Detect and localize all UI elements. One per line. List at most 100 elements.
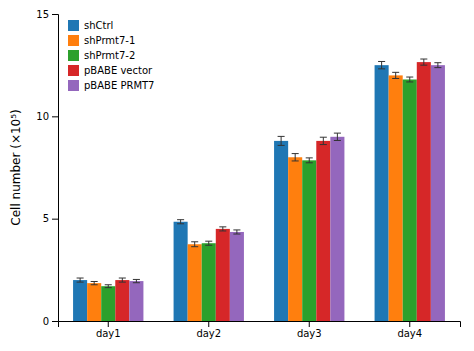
y-tick-label: 10 <box>36 111 49 122</box>
error-bar-cap <box>392 78 399 79</box>
bar <box>389 75 403 321</box>
bar <box>230 232 244 321</box>
error-bar-cap <box>292 160 299 161</box>
error-bar <box>306 158 313 163</box>
x-tick-label: day4 <box>397 328 422 339</box>
y-tick-mark <box>52 14 58 15</box>
error-bar-cap <box>406 81 413 82</box>
series <box>87 72 403 321</box>
bar <box>216 229 230 321</box>
x-tick-label: day2 <box>196 328 221 339</box>
error-bar-cap <box>334 140 341 141</box>
series <box>129 63 445 321</box>
y-axis: 0 5 10 15 <box>36 9 58 327</box>
error-bar-cap <box>278 145 285 146</box>
legend-label: pBABE PRMT7 <box>84 80 154 91</box>
x-axis: day1 day2 day3 day4 <box>59 321 461 339</box>
error-bar <box>119 278 126 282</box>
error-bar-stem <box>381 61 382 68</box>
y-tick-mark <box>52 219 58 220</box>
error-bar-cap <box>392 72 399 73</box>
error-bar <box>219 227 226 231</box>
error-bar-stem <box>409 77 410 82</box>
y-tick-mark <box>52 321 58 322</box>
error-bar-cap <box>420 59 427 60</box>
x-tick: day4 <box>397 321 422 339</box>
x-tick: day1 <box>96 321 121 339</box>
error-bar <box>105 285 112 288</box>
y-tick: 15 <box>36 9 58 20</box>
error-bar <box>434 63 441 68</box>
series <box>73 61 389 321</box>
bar <box>274 141 288 321</box>
legend-item: pBABE PRMT7 <box>68 80 154 92</box>
error-bar-stem <box>194 242 195 247</box>
legend: shCtrlshPrmt7-1shPrmt7-2pBABE vectorpBAB… <box>68 20 154 92</box>
error-bar-cap <box>133 279 140 280</box>
error-bar-cap <box>278 136 285 137</box>
x-tick-mark <box>409 321 410 327</box>
error-bar-cap <box>406 77 413 78</box>
error-bar-stem <box>309 158 310 163</box>
error-bar <box>133 279 140 282</box>
x-tick-mark <box>108 321 109 327</box>
x-tick-mark <box>208 321 209 327</box>
error-bar-cap <box>191 241 198 242</box>
error-bar-cap <box>177 219 184 220</box>
error-bar-stem <box>423 59 424 65</box>
bar <box>188 244 202 321</box>
error-bar-stem <box>80 278 81 282</box>
error-bar-stem <box>437 63 438 68</box>
x-tick: day3 <box>297 321 322 339</box>
bar <box>330 137 344 321</box>
error-bar-cap <box>233 234 240 235</box>
y-tick: 0 <box>43 316 58 327</box>
error-bar-cap <box>105 284 112 285</box>
error-bar-stem <box>180 220 181 224</box>
y-tick-label: 5 <box>43 213 49 224</box>
error-bar-cap <box>306 162 313 163</box>
error-bar <box>278 136 285 145</box>
legend-item: pBABE vector <box>68 65 153 77</box>
error-bar-cap <box>420 65 427 66</box>
error-bar <box>406 77 413 82</box>
error-bar <box>191 242 198 247</box>
legend-item: shCtrl <box>68 20 113 32</box>
error-bar-cap <box>306 157 313 158</box>
error-bar-cap <box>77 278 84 279</box>
bar <box>129 281 143 321</box>
bar <box>87 283 101 321</box>
error-bar-stem <box>281 136 282 145</box>
bar <box>316 141 330 321</box>
legend-swatch <box>68 20 79 31</box>
error-bar-cap <box>292 153 299 154</box>
error-bar <box>334 133 341 140</box>
error-bar-cap <box>320 137 327 138</box>
series <box>101 77 417 321</box>
bar <box>174 222 188 321</box>
legend-label: pBABE vector <box>84 65 153 76</box>
error-bar <box>177 220 184 224</box>
legend-swatch <box>68 35 79 46</box>
error-bar-stem <box>122 278 123 282</box>
bar <box>101 286 115 321</box>
error-bar-cap <box>233 229 240 230</box>
x-tick-label: day3 <box>297 328 322 339</box>
error-bar-cap <box>205 245 212 246</box>
error-bar-cap <box>219 230 226 231</box>
y-tick: 5 <box>43 213 58 224</box>
legend-swatch <box>68 50 79 61</box>
legend-item: shPrmt7-2 <box>68 50 135 62</box>
error-bar-cap <box>133 282 140 283</box>
bar <box>73 280 87 321</box>
bar <box>403 79 417 321</box>
error-bar <box>420 59 427 65</box>
error-bar-cap <box>91 284 98 285</box>
bar <box>417 62 431 321</box>
y-tick-mark <box>52 116 58 117</box>
error-bar-stem <box>323 137 324 144</box>
bars <box>73 59 445 321</box>
x-tick-label: day1 <box>96 328 121 339</box>
error-bar-stem <box>222 227 223 231</box>
plot: 051015day1day2day3day4shCtrlshPrmt7-1shP… <box>36 9 460 339</box>
